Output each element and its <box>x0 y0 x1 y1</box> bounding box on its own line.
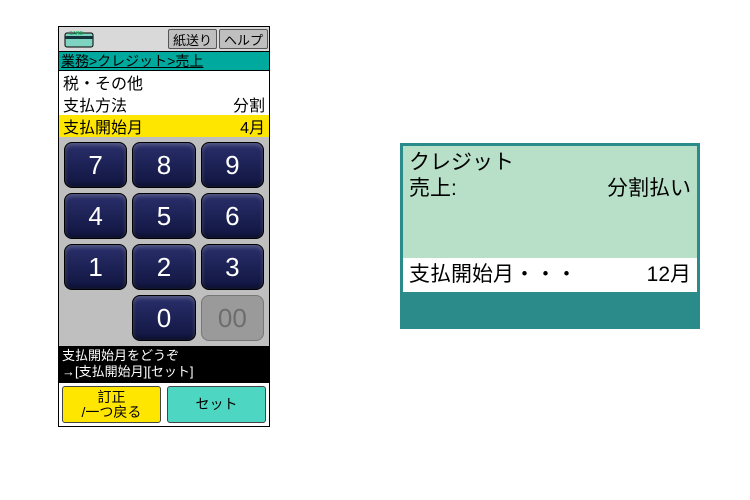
receipt-top: クレジット 売上: 分割払い <box>403 146 697 258</box>
field-paymethod-value: 分割 <box>233 92 265 116</box>
receipt-bottom <box>403 292 697 322</box>
terminal-header: CARD 紙送り ヘルプ <box>59 27 269 52</box>
receipt-mid: 支払開始月・・・ 12月 <box>403 258 697 292</box>
card-icon: CARD <box>59 27 103 51</box>
breadcrumb[interactable]: 業務>クレジット>売上 <box>59 52 269 71</box>
receipt-line-1: クレジット <box>409 150 691 176</box>
key-7[interactable]: 7 <box>64 142 127 188</box>
paper-feed-button[interactable]: 紙送り <box>168 29 217 49</box>
receipt-line-2-left: 売上: <box>409 176 457 202</box>
numeric-keypad: 7 8 9 4 5 6 1 2 3 0 00 <box>64 142 264 341</box>
receipt-panel: クレジット 売上: 分割払い 支払開始月・・・ 12月 <box>400 143 700 329</box>
set-button[interactable]: セット <box>167 386 266 423</box>
bottom-button-row: 訂正 /一つ戻る セット <box>59 382 269 426</box>
key-1[interactable]: 1 <box>64 244 127 290</box>
terminal-device: CARD 紙送り ヘルプ 業務>クレジット>売上 税・その他 支払方法 分割 支… <box>58 26 270 427</box>
field-tax[interactable]: 税・その他 <box>59 71 269 93</box>
field-startmonth-label: 支払開始月 <box>63 114 143 138</box>
keypad-area: 7 8 9 4 5 6 1 2 3 0 00 <box>59 137 269 346</box>
field-list: 税・その他 支払方法 分割 支払開始月 4月 <box>59 71 269 137</box>
key-5[interactable]: 5 <box>132 193 195 239</box>
key-9[interactable]: 9 <box>201 142 264 188</box>
key-0[interactable]: 0 <box>132 295 195 341</box>
key-8[interactable]: 8 <box>132 142 195 188</box>
receipt-line-2: 売上: 分割払い <box>409 176 691 202</box>
svg-text:CARD: CARD <box>69 31 84 37</box>
receipt-mid-left: 支払開始月・・・ <box>409 260 577 290</box>
key-00: 00 <box>201 295 264 341</box>
field-startmonth[interactable]: 支払開始月 4月 <box>59 115 269 137</box>
prompt-area: 支払開始月をどうぞ →[支払開始月][セット] <box>59 346 269 382</box>
field-paymethod[interactable]: 支払方法 分割 <box>59 93 269 115</box>
field-startmonth-value: 4月 <box>240 114 265 138</box>
field-paymethod-label: 支払方法 <box>63 92 127 116</box>
key-6[interactable]: 6 <box>201 193 264 239</box>
prompt-line-2: →[支払開始月][セット] <box>62 364 266 380</box>
key-4[interactable]: 4 <box>64 193 127 239</box>
help-button[interactable]: ヘルプ <box>219 29 268 49</box>
correct-back-button[interactable]: 訂正 /一つ戻る <box>62 386 161 423</box>
key-2[interactable]: 2 <box>132 244 195 290</box>
prompt-line-1: 支払開始月をどうぞ <box>62 348 266 364</box>
receipt-line-2-right: 分割払い <box>607 176 691 202</box>
receipt-mid-right: 12月 <box>647 260 691 290</box>
key-3[interactable]: 3 <box>201 244 264 290</box>
field-tax-label: 税・その他 <box>63 70 143 94</box>
header-spacer <box>103 27 167 51</box>
